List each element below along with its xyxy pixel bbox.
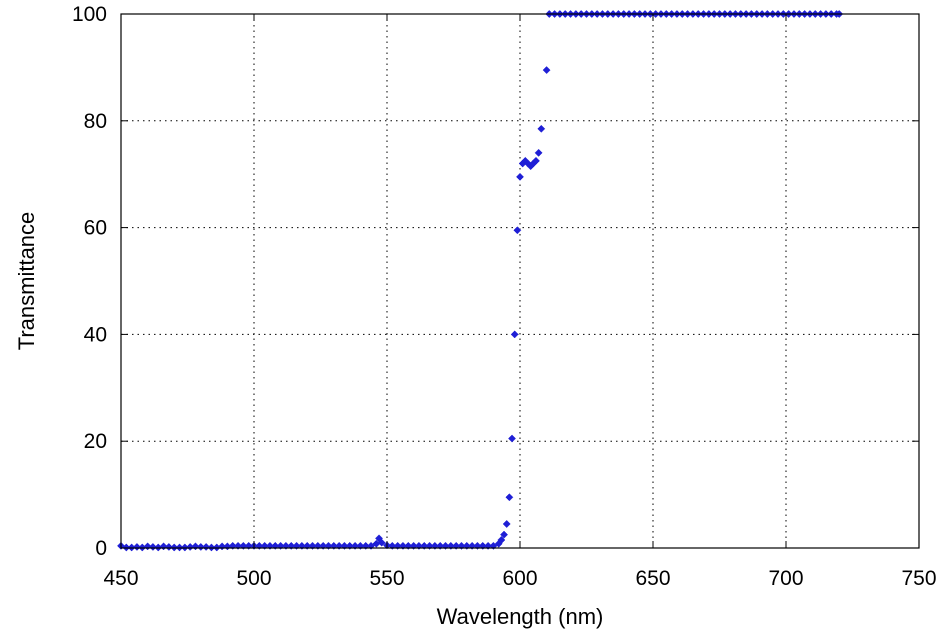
data-point [148,542,157,551]
data-point [516,172,524,181]
data-point [164,542,173,551]
y-tick-label: 80 [84,110,107,133]
y-tick-labels: 0 20 40 60 80 100 [72,3,107,560]
x-tick-label: 450 [103,567,138,590]
data-point [497,536,506,544]
x-tick-label: 600 [502,567,537,590]
x-tick-labels: 450 500 550 600 650 700 750 [103,567,936,590]
data-point [500,530,508,539]
data-point [133,542,141,551]
x-tick-label: 550 [369,567,404,590]
x-tick-label: 650 [635,567,670,590]
data-point [534,148,543,157]
data-point [532,156,540,165]
data-point [202,542,211,551]
data-point [510,330,519,339]
y-tick-label: 20 [84,430,107,453]
data-point [542,66,551,75]
x-axis-label: Wavelength (nm) [437,604,604,629]
data-point [377,538,386,547]
y-tick-label: 40 [84,323,107,346]
data-point [196,542,205,551]
y-axis-label: Transmittance [14,212,39,351]
x-tick-label: 750 [901,567,936,590]
data-point [502,520,511,528]
x-tick-label: 700 [768,567,803,590]
data-point [513,226,522,235]
tick-marks [120,13,920,549]
data-point [505,493,514,502]
y-tick-label: 0 [95,537,107,560]
data-point [537,124,546,133]
y-tick-label: 60 [84,217,107,240]
x-tick-label: 500 [236,567,271,590]
data-point [508,434,516,443]
y-tick-label: 100 [72,3,107,26]
